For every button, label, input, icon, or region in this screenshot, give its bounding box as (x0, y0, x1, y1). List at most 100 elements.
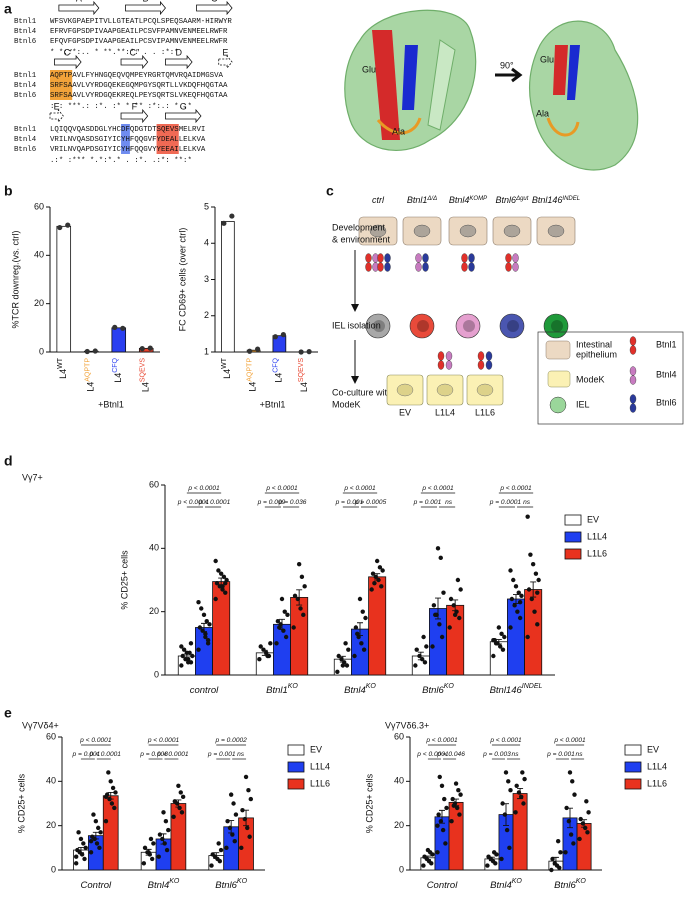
data-point (508, 625, 513, 630)
step-label: Co-culture with (332, 387, 392, 397)
data-point (247, 834, 252, 839)
error-bar (435, 597, 441, 620)
data-point (374, 558, 380, 564)
data-point (491, 637, 496, 643)
data-point (106, 770, 111, 775)
data-point (507, 845, 512, 851)
data-point (209, 863, 214, 868)
header-text: Btnl4 (449, 195, 470, 205)
btnl-molecule (629, 336, 637, 346)
data-point (180, 794, 186, 800)
btnl-molecule (477, 360, 485, 370)
iel-cell (499, 313, 525, 339)
data-point (443, 841, 448, 846)
category-name: Btnl146 (490, 685, 523, 696)
data-point (448, 596, 454, 602)
btnl-molecule (512, 262, 519, 272)
step-label: Development (332, 222, 386, 232)
arrow-head (351, 376, 359, 384)
y-tick-label: 60 (46, 731, 56, 741)
bar (576, 823, 592, 871)
significance-label: p = 0.003 (482, 751, 511, 758)
sequence: LELKVA (179, 136, 206, 144)
y-axis-label: % CD25+ cells (16, 773, 26, 833)
data-point (485, 863, 490, 868)
x-tick-label: L4CFQ (272, 357, 284, 382)
strand-label: E (222, 47, 228, 57)
structure-label: Ala (536, 108, 549, 118)
data-point (166, 827, 171, 833)
strand-label: G (180, 101, 187, 111)
column-header: Btnl1Δ/Δ (407, 195, 437, 205)
column-header: ctrl (372, 195, 385, 205)
iel-cell (409, 313, 435, 339)
data-point (353, 625, 359, 630)
data-point (112, 324, 118, 330)
panel-label: c (326, 183, 334, 199)
data-point (220, 587, 225, 592)
y-tick-label: 40 (149, 543, 159, 553)
significance-label: p < 0.0001 (89, 751, 122, 758)
data-point (499, 856, 504, 862)
data-point (93, 819, 99, 824)
sequence: DF (121, 126, 130, 134)
btnl-molecule (415, 262, 422, 272)
data-point (196, 647, 201, 652)
data-point (532, 609, 537, 614)
data-point (73, 854, 79, 859)
category-name: control (190, 685, 219, 696)
strand-arrow (49, 108, 64, 124)
x-tick-label: control (190, 685, 219, 696)
bar (212, 581, 231, 676)
legend-text: ModeK (576, 374, 605, 384)
data-point (214, 580, 220, 586)
data-point (65, 222, 71, 228)
x-tick-label: Btnl4KO (148, 878, 180, 891)
data-point (164, 847, 170, 853)
significance-label: p = 0.001 (546, 751, 575, 758)
data-point (585, 830, 590, 835)
data-point (449, 819, 454, 824)
significance-label: ns (237, 751, 245, 758)
data-point (369, 587, 374, 592)
significance-label: p = 0.008 (139, 751, 168, 758)
legend-swatch (564, 514, 582, 526)
sequence: YEEAI (157, 146, 179, 154)
sequence: EFQVFGPSDPIVAAPGEAILPCSVIPAMNVENMEELRWFR (50, 38, 228, 46)
error-bar (530, 581, 537, 598)
error-bar (357, 622, 363, 636)
significance-label: p < 0.0001 (265, 485, 298, 492)
nucleus (476, 383, 494, 397)
x-tick-label: L4SQEVS (139, 358, 151, 392)
sequence-name: Btnl1 (14, 18, 37, 26)
data-point (232, 838, 237, 844)
data-point (265, 653, 270, 659)
legend-label: L1L6 (587, 548, 607, 558)
legend-swatch (564, 548, 582, 560)
data-point (277, 625, 282, 630)
data-point (110, 785, 116, 791)
data-point (257, 656, 262, 662)
data-point (88, 838, 94, 844)
iel-nucleus (463, 320, 475, 332)
data-point (233, 812, 239, 817)
header-text: ctrl (372, 195, 385, 205)
error-bar (503, 803, 509, 826)
legend-text: epithelium (576, 349, 617, 359)
significance-label: p < 0.0001 (499, 485, 532, 492)
data-point (563, 850, 568, 855)
error-bar (417, 651, 424, 661)
panel-label: d (4, 453, 13, 469)
category-name: L4 (113, 373, 123, 383)
y-tick-label: 20 (394, 820, 404, 830)
significance-label: p < 0.0001 (198, 499, 231, 506)
data-point (422, 660, 428, 665)
significance-label: p = 0.046 (436, 751, 465, 758)
btnl-molecule (485, 360, 493, 370)
y-tick-label: 60 (394, 731, 404, 741)
chart-title: Vγ7+ (22, 472, 43, 482)
y-tick-label: 40 (394, 776, 404, 786)
strand-arrow (120, 108, 149, 124)
data-point (431, 603, 437, 608)
